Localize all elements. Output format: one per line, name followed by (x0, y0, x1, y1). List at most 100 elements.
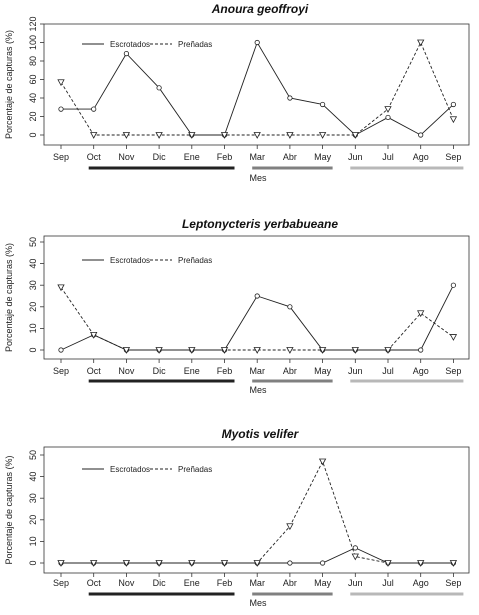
x-tick-label: Sep (445, 578, 461, 588)
y-tick-label: 0 (28, 132, 38, 137)
point-prenadas (253, 347, 261, 354)
point-escrotados (58, 106, 64, 112)
point-escrotados (287, 304, 293, 310)
point-escrotados (254, 39, 260, 46)
point-prenadas (318, 132, 327, 139)
chart-title: Anoura geoffroyi (211, 2, 309, 16)
x-tick-label: Ene (184, 578, 200, 588)
y-tick-label: 40 (28, 472, 38, 482)
point-escrotados (123, 50, 130, 57)
x-tick-label: May (314, 366, 332, 376)
point-prenadas (155, 347, 163, 354)
point-prenadas (90, 132, 98, 139)
point-prenadas (286, 132, 294, 139)
y-tick-label: 30 (28, 493, 38, 503)
x-tick-label: Feb (217, 152, 233, 162)
y-tick-label: 50 (28, 450, 38, 460)
chart-title: Myotis velifer (222, 427, 300, 441)
point-prenadas (122, 132, 131, 139)
legend-label-prenadas: Preñadas (178, 465, 212, 474)
point-prenadas (449, 334, 458, 341)
point-escrotados (418, 132, 424, 138)
x-tick-label: Nov (118, 366, 135, 376)
x-tick-label: Dic (153, 152, 166, 162)
point-prenadas (417, 310, 425, 318)
point-prenadas (188, 132, 196, 139)
x-tick-label: Sep (445, 152, 461, 162)
point-prenadas (188, 347, 196, 354)
y-tick-label: 40 (28, 93, 38, 103)
chart-panel-2: Leptonycteris yerbabueane 0 10 20 30 40 50 Porc… (4, 217, 470, 395)
y-tick-label: 10 (28, 536, 38, 546)
x-tick-label: Feb (217, 578, 233, 588)
series-line-escrotados (61, 41, 454, 136)
chart-panel-1: Anoura geoffroyi 0 20 40 60 80 100 120 Porcentaj… (4, 2, 470, 183)
point-prenadas (188, 560, 196, 567)
y-tick-label: 20 (28, 302, 38, 312)
x-tick-label: Feb (217, 366, 233, 376)
chart-panel-3: Myotis velifer 0 10 20 30 40 50 Porcentaje de c… (4, 427, 470, 608)
x-tick-label: Ago (413, 578, 429, 588)
x-tick-label: Ene (184, 366, 200, 376)
x-tick-label: Oct (87, 152, 102, 162)
legend-label-escrotados: Escrotados (110, 256, 150, 265)
y-tick-label: 120 (28, 16, 38, 31)
point-escrotados (156, 85, 162, 91)
x-tick-label: Oct (87, 578, 102, 588)
y-tick-label: 10 (28, 323, 38, 333)
point-prenadas (286, 347, 294, 354)
point-prenadas (57, 284, 65, 292)
point-prenadas (253, 132, 261, 139)
point-escrotados (254, 293, 260, 299)
point-prenadas (90, 331, 98, 339)
point-escrotados (319, 101, 326, 108)
x-axis-label: Mes (249, 598, 267, 608)
x-axis-label: Mes (249, 173, 267, 183)
x-tick-label: Abr (283, 152, 297, 162)
x-tick-label: Oct (87, 366, 102, 376)
x-tick-label: Abr (283, 578, 297, 588)
x-tick-label: Jul (382, 152, 394, 162)
point-prenadas (122, 560, 131, 567)
point-prenadas (384, 106, 392, 113)
plot-frame (43, 23, 470, 146)
x-tick-label: Mar (249, 578, 265, 588)
y-tick-label: 60 (28, 74, 38, 84)
point-escrotados (58, 347, 64, 353)
x-axis-label: Mes (249, 385, 267, 395)
point-prenadas (318, 458, 327, 466)
point-prenadas (449, 560, 458, 567)
y-tick-label: 20 (28, 515, 38, 525)
point-prenadas (417, 560, 425, 567)
point-prenadas (253, 560, 261, 567)
point-prenadas (449, 116, 458, 124)
point-prenadas (220, 347, 229, 354)
x-tick-label: Dic (153, 366, 166, 376)
point-escrotados (418, 347, 424, 353)
x-tick-label: Jul (382, 366, 394, 376)
point-escrotados (91, 106, 97, 112)
y-tick-label: 100 (28, 35, 38, 50)
legend-label-prenadas: Preñadas (178, 40, 212, 49)
x-tick-label: Sep (53, 366, 69, 376)
x-tick-label: Jul (382, 578, 394, 588)
x-tick-label: Mar (249, 366, 265, 376)
legend-label-escrotados: Escrotados (110, 40, 150, 49)
x-tick-label: Ago (413, 152, 429, 162)
legend-label-prenadas: Preñadas (178, 256, 212, 265)
x-tick-label: May (314, 578, 332, 588)
point-prenadas (351, 132, 359, 139)
x-tick-label: Sep (445, 366, 461, 376)
x-tick-label: Abr (283, 366, 297, 376)
point-escrotados (287, 95, 293, 101)
x-tick-label: Jun (348, 152, 363, 162)
y-tick-label: 40 (28, 259, 38, 269)
point-prenadas (220, 132, 229, 139)
point-escrotados (319, 560, 326, 566)
y-tick-label: 30 (28, 280, 38, 290)
point-prenadas (384, 560, 392, 567)
x-tick-label: May (314, 152, 332, 162)
y-tick-label: 20 (28, 111, 38, 121)
x-tick-label: Ene (184, 152, 200, 162)
